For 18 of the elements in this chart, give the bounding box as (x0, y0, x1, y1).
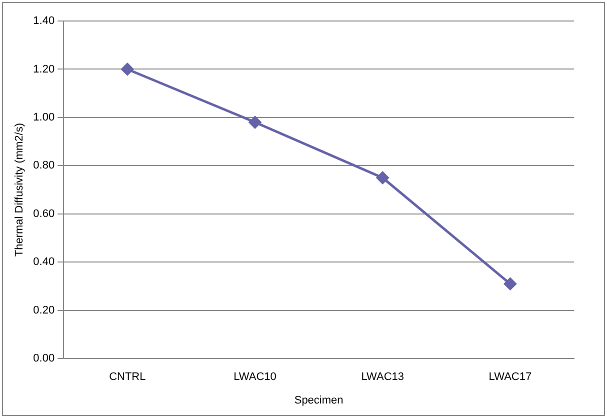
y-tick-label: 0.40 (33, 256, 55, 268)
y-tick-label: 1.00 (33, 111, 55, 124)
y-tick-label: 1.40 (33, 15, 55, 28)
y-tick-label: 0.20 (33, 304, 55, 316)
point (376, 171, 390, 184)
point (120, 62, 134, 76)
point (248, 116, 262, 129)
point (504, 277, 517, 290)
y-tick-label: 0.00 (33, 352, 55, 365)
y-tick-label: 0.60 (33, 208, 55, 220)
x-tick-label: CNTRL (109, 371, 146, 384)
y-tick-label: 1.20 (33, 63, 55, 76)
x-tick-label: LWAC17 (488, 371, 532, 384)
x-tick-label: LWAC13 (361, 371, 404, 384)
y-tick-label: 0.80 (33, 160, 55, 172)
y-axis-title: Thermal Diffusivity (mm2/s) (14, 122, 26, 257)
x-axis-title: Specimen (294, 394, 344, 406)
x-tick-label: LWAC10 (234, 371, 276, 384)
